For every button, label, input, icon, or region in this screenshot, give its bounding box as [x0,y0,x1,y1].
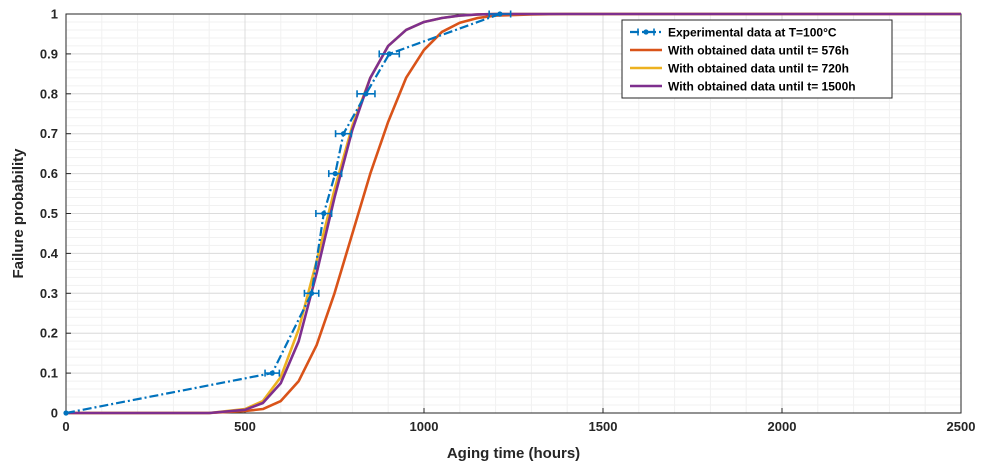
legend: Experimental data at T=100°C With obtaine… [621,19,893,99]
y-tick-label: 0.9 [40,46,58,61]
data-point [340,131,347,137]
x-tick-label: 500 [234,419,256,434]
series-3 [66,12,961,415]
data-point [63,410,69,416]
data-point [386,51,392,57]
x-tick-label: 2000 [768,419,797,434]
y-tick-label: 1 [51,7,58,22]
y-tick-label: 0.2 [40,326,58,341]
y-tick-label: 0.4 [40,246,59,261]
y-tick-label: 0.8 [40,86,58,101]
y-tick-label: 0.1 [40,366,58,381]
y-tick-label: 0 [51,406,58,421]
y-axis-label: Failure probability [10,148,27,279]
y-tick-label: 0.3 [40,286,58,301]
x-axis-label: Aging time (hours) [447,445,580,462]
series-0 [63,10,512,416]
data-point [308,290,315,296]
legend-label-2: With obtained data until t= 720h [668,62,849,76]
legend-label-0: Experimental data at T=100°C [668,26,837,40]
data-point [363,91,369,97]
data-point [321,210,327,217]
x-tick-label: 1500 [589,419,618,434]
data-point [497,11,503,17]
y-tick-label: 0.5 [40,206,58,221]
legend-marker [643,29,649,35]
series-layer [63,10,961,416]
x-tick-label: 1000 [410,419,439,434]
legend-label-1: With obtained data until t= 576h [668,44,849,58]
y-tick-label: 0.7 [40,126,58,141]
data-point [269,370,275,376]
x-axis-ticks: 0 500 1000 1500 2000 2500 [62,408,975,434]
data-point [332,171,338,177]
y-axis-ticks: 0 0.1 0.2 0.3 0.4 0.5 0.6 0.7 0.8 0.9 1 [40,7,71,421]
legend-label-3: With obtained data until t= 1500h [668,80,856,94]
x-tick-label: 2500 [947,419,976,434]
series-3-line [66,12,961,415]
legend-box [621,19,893,99]
x-tick-label: 0 [62,419,69,434]
y-tick-label: 0.6 [40,166,58,181]
